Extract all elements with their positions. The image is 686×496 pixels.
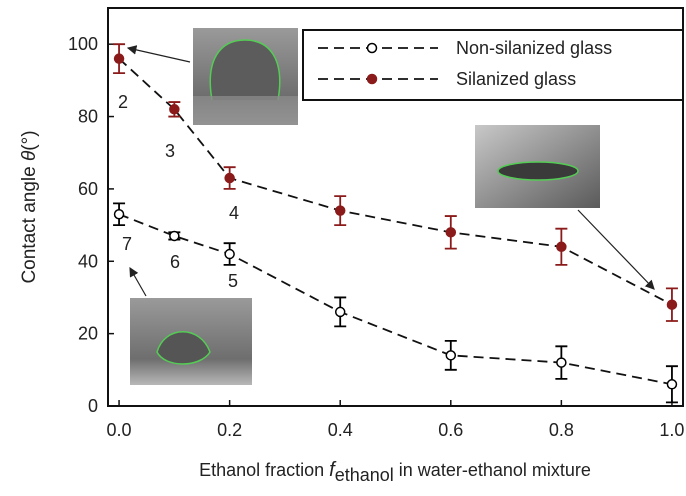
annotation: 3 [165, 141, 175, 161]
inset-ethanol [475, 125, 655, 290]
data-point [334, 205, 346, 216]
x-tick-label: 0.4 [328, 420, 353, 440]
legend-label: Silanized glass [456, 69, 576, 89]
data-point [666, 299, 678, 310]
plot-frame [107, 7, 684, 407]
legend-marker [366, 73, 378, 85]
data-point [113, 208, 125, 220]
data-point [666, 379, 678, 390]
x-tick-label: 1.0 [659, 420, 684, 440]
x-label-symbol: f [329, 459, 337, 481]
x-tick-label: 0.6 [438, 420, 463, 440]
legend: Non-silanized glass Silanized glass [318, 38, 612, 89]
y-tick-label: 40 [78, 251, 98, 271]
legend-marker [366, 42, 378, 54]
data-point [224, 172, 235, 184]
data-point [556, 241, 567, 253]
y-tick-label: 20 [78, 324, 98, 344]
data-point [169, 104, 180, 115]
data-point [445, 227, 457, 238]
x-label-text: Ethanol fraction [199, 460, 329, 480]
y-label-symbol: θ [19, 150, 40, 161]
data-point [445, 350, 457, 361]
y-tick-label: 60 [78, 179, 98, 199]
y-label-text: Contact angle [19, 161, 40, 284]
y-tick-label: 80 [78, 107, 98, 127]
x-axis-label: Ethanol fraction fethanol in water-ethan… [199, 459, 591, 485]
plot-layer: 0.0 0.2 0.4 0.6 0.8 1.0 0 20 40 60 80 100 2 3 4 5 6 7 [68, 34, 685, 440]
y-axis-label: Contact angle θ(°) [19, 130, 40, 283]
annotation: 5 [228, 271, 238, 291]
annotation: 2 [118, 92, 128, 112]
x-label-text: in water-ethanol mixture [394, 460, 591, 480]
data-point [169, 230, 180, 242]
data-point [113, 53, 125, 64]
annotation: 7 [122, 234, 132, 254]
x-label-subscript: ethanol [335, 465, 394, 485]
inset-water [129, 266, 252, 385]
annotation: 6 [170, 252, 180, 272]
x-tick-label: 0.0 [107, 420, 132, 440]
inset-silanized [126, 28, 298, 125]
y-tick-label: 0 [88, 396, 98, 416]
data-point [334, 306, 346, 318]
data-point [224, 248, 235, 260]
y-label-text: (°) [19, 130, 40, 150]
x-tick-label: 0.8 [549, 420, 574, 440]
legend-box [302, 29, 684, 101]
data-point [556, 357, 567, 368]
x-tick-label: 0.2 [217, 420, 242, 440]
y-tick-label: 100 [68, 34, 98, 54]
legend-label: Non-silanized glass [456, 38, 612, 58]
annotation: 4 [229, 203, 239, 223]
